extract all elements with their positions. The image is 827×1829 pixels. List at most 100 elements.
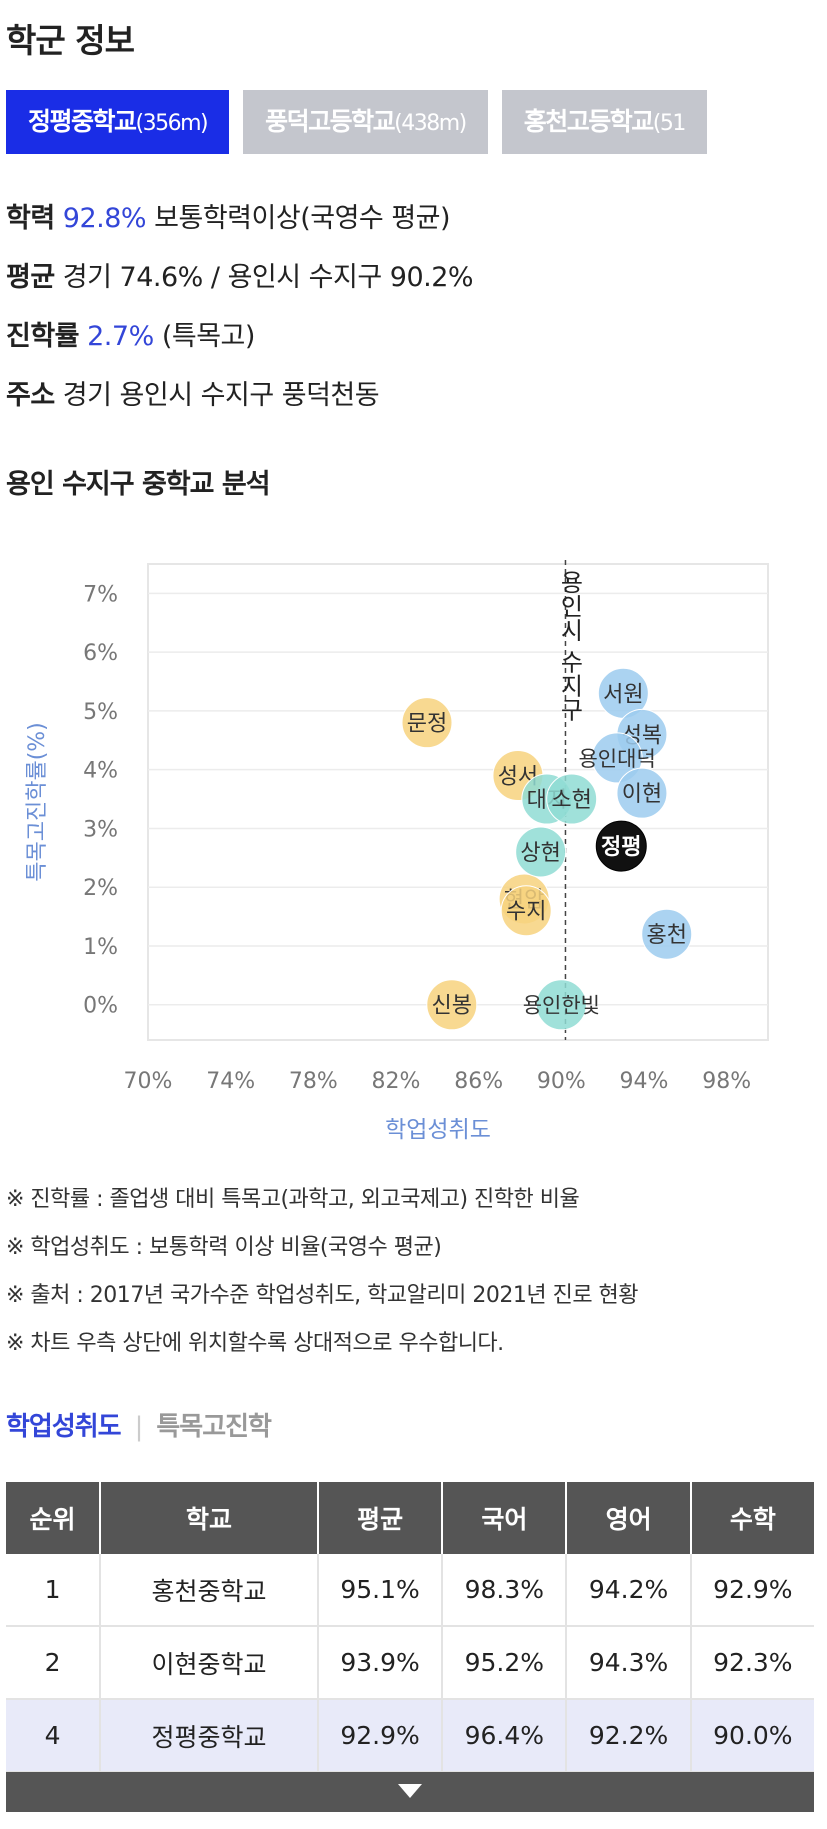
expand-table-button[interactable] [6, 1772, 814, 1812]
ranking-table: 순위 학교 평균 국어 영어 수학 1 홍천중학교 95.1% 98.3% 94… [6, 1482, 814, 1773]
point-label: 용인한빛 [523, 994, 600, 1018]
y-tick-label: 0% [83, 994, 118, 1019]
point-label: 상현 [520, 841, 560, 866]
school-point [546, 773, 598, 825]
x-tick-label: 70% [124, 1069, 173, 1094]
x-tick-label: 86% [454, 1069, 503, 1094]
note-4: ※ 차트 우측 상단에 위치할수록 상대적으로 우수합니다. [6, 1331, 504, 1356]
col-average: 평균 [316, 1482, 443, 1554]
y-tick-label: 1% [83, 935, 118, 960]
tab-school-distance: (438m) [394, 111, 467, 136]
point-label: 수지 [506, 900, 546, 925]
note-1: ※ 진학률 : 졸업생 대비 특목고(과학고, 외고국제고) 진학한 비율 [6, 1187, 580, 1212]
x-tick-label: 98% [702, 1069, 751, 1094]
tab-achievement[interactable]: 학업성취도 [6, 1412, 122, 1442]
cell-school: 정평중학교 [99, 1699, 318, 1773]
point-label: 용인대덕 [578, 747, 655, 771]
table-row-current[interactable]: 4 정평중학교 92.9% 96.4% 92.2% 90.0% [6, 1699, 814, 1773]
cell-average: 95.1% [316, 1554, 443, 1627]
point-label: 정평 [601, 835, 641, 860]
advance-value: 2.7% [87, 321, 154, 352]
school-point [401, 697, 453, 749]
x-tick-label: 90% [537, 1069, 586, 1094]
tab-school-0[interactable]: 정평중학교(356m) [6, 90, 230, 154]
cell-math: 92.9% [689, 1554, 814, 1627]
tab-school-distance: (356m) [135, 111, 209, 136]
y-tick-label: 3% [83, 817, 118, 842]
point-label: 신봉 [432, 994, 472, 1019]
point-label: 서원 [603, 682, 643, 707]
point-label: 문정 [407, 712, 447, 737]
table-header-row: 순위 학교 평균 국어 영어 수학 [6, 1482, 814, 1554]
achievement-desc: 보통학력이상(국영수 평균) [154, 203, 451, 234]
point-label: 소현 [551, 788, 591, 813]
scatter-chart: 0% 1% 2% 3% 4% 5% 6% 7% 70% 74% 78% 82% 86% 90% 94% 98%… [25, 560, 769, 1143]
advance-desc: (특목고) [161, 321, 256, 352]
y-tick-label: 5% [83, 700, 118, 725]
tab-school-1[interactable]: 풍덕고등학교(438m) [243, 90, 488, 154]
tab-school-name: 정평중학교 [28, 107, 137, 136]
school-point [591, 732, 643, 784]
plot-area [147, 563, 769, 1041]
cell-rank: 2 [6, 1626, 101, 1700]
info-average: 평균 경기 74.6% / 용인시 수지구 90.2% [6, 255, 474, 294]
cell-math: 92.3% [689, 1626, 814, 1700]
cell-english: 94.2% [565, 1554, 691, 1627]
col-english: 영어 [565, 1482, 691, 1554]
point-label: 홍천 [646, 923, 686, 948]
x-tick-label: 74% [206, 1069, 255, 1094]
x-tick-label: 94% [620, 1069, 669, 1094]
col-korean: 국어 [441, 1482, 567, 1554]
average-value: 경기 74.6% / 용인시 수지구 90.2% [62, 262, 474, 293]
cell-school: 홍천중학교 [99, 1554, 318, 1627]
note-2: ※ 학업성취도 : 보통학력 이상 비율(국영수 평균) [6, 1235, 442, 1260]
tab-school-name: 홍천고등학교 [523, 107, 655, 136]
y-tick-label: 4% [83, 759, 118, 784]
table-row[interactable]: 2 이현중학교 93.9% 95.2% 94.3% 92.3% [6, 1626, 814, 1700]
tab-school-name: 풍덕고등학교 [265, 107, 396, 136]
analysis-title: 용인 수지구 중학교 분석 [6, 469, 271, 500]
cell-rank: 1 [6, 1554, 101, 1627]
cell-english: 92.2% [565, 1699, 691, 1773]
info-advance: 진학률 2.7% (특목고) [6, 314, 255, 353]
tab-separator: | [134, 1412, 144, 1442]
cell-rank: 4 [6, 1699, 101, 1773]
school-point [595, 820, 647, 872]
school-point [641, 908, 693, 960]
cell-math: 90.0% [689, 1699, 814, 1773]
table-row[interactable]: 1 홍천중학교 95.1% 98.3% 94.2% 92.9% [6, 1554, 814, 1627]
col-math: 수학 [689, 1482, 814, 1554]
y-axis-label: 특목고진학률(%) [25, 722, 50, 882]
x-tick-label: 78% [289, 1069, 338, 1094]
school-point [500, 885, 552, 937]
cell-korean: 95.2% [441, 1626, 567, 1700]
school-tabs: 정평중학교(356m) 풍덕고등학교(438m) 홍천고등학교(51 [6, 90, 820, 154]
note-3: ※ 출처 : 2017년 국가수준 학업성취도, 학교알리미 2021년 진로 … [6, 1283, 639, 1308]
school-point [426, 979, 478, 1031]
col-rank: 순위 [6, 1482, 101, 1554]
tab-school-2[interactable]: 홍천고등학교(51 [501, 90, 707, 154]
info-label: 주소 [6, 380, 55, 411]
tab-school-distance: (51 [652, 111, 687, 136]
school-point [616, 767, 668, 819]
y-tick-label: 6% [83, 641, 118, 666]
x-tick-label: 82% [372, 1069, 421, 1094]
chevron-down-icon [398, 1784, 422, 1798]
school-point [515, 826, 567, 878]
achievement-value: 92.8% [62, 203, 147, 234]
y-tick-label: 2% [83, 876, 118, 901]
school-point [535, 979, 587, 1031]
section-title: 학군 정보 [6, 21, 135, 60]
info-label: 진학률 [6, 321, 80, 352]
tab-special-school[interactable]: 특목고진학 [156, 1412, 272, 1442]
cell-school: 이현중학교 [99, 1626, 318, 1700]
cell-average: 92.9% [316, 1699, 443, 1773]
reference-line-label: 용인시 수지구 [555, 570, 583, 722]
cell-english: 94.3% [565, 1626, 691, 1700]
info-address: 주소 경기 용인시 수지구 풍덕천동 [6, 373, 380, 412]
y-tick-label: 7% [83, 582, 118, 607]
info-label: 평균 [6, 262, 55, 293]
point-label: 이현 [622, 782, 662, 807]
cell-korean: 98.3% [441, 1554, 567, 1627]
cell-korean: 96.4% [441, 1699, 567, 1773]
